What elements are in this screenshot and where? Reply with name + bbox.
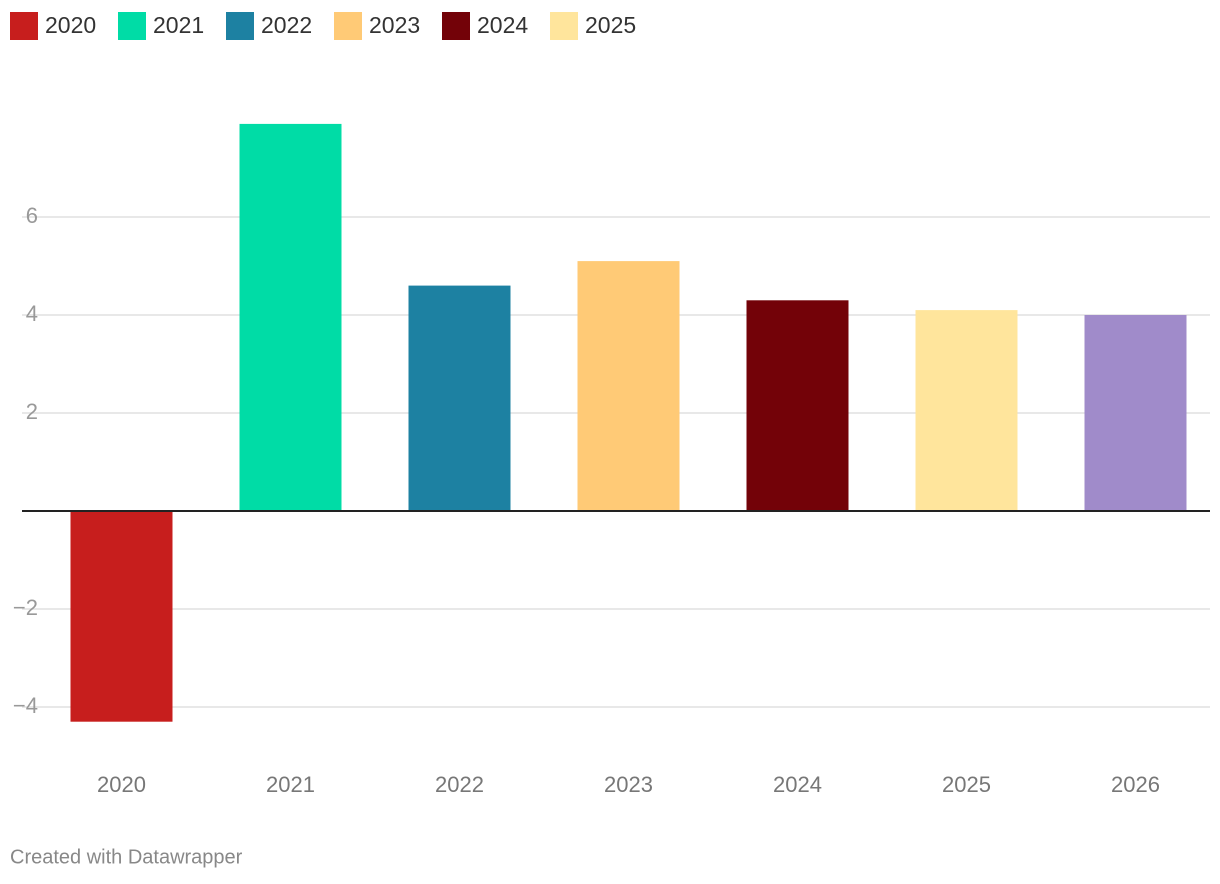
bar (1084, 315, 1187, 511)
x-tick-label: 2021 (266, 772, 315, 797)
y-tick-label: −4 (13, 693, 38, 718)
legend-swatch (226, 12, 254, 40)
y-tick-label: 6 (26, 203, 38, 228)
legend-label: 2023 (369, 12, 420, 38)
y-tick-label: −2 (13, 595, 38, 620)
bar (408, 285, 511, 511)
footer: Created with Datawrapper (10, 846, 243, 868)
x-tick-label: 2026 (1111, 772, 1160, 797)
legend-label: 2022 (261, 12, 312, 38)
x-tick-label: 2023 (604, 772, 653, 797)
x-tick-label: 2024 (773, 772, 822, 797)
legend-label: 2021 (153, 12, 204, 38)
legend-swatch (442, 12, 470, 40)
x-tick-label: 2020 (97, 772, 146, 797)
legend-swatch (118, 12, 146, 40)
y-tick-label: 2 (26, 399, 38, 424)
bar (577, 261, 680, 511)
legend-swatch (550, 12, 578, 40)
x-tick-label: 2025 (942, 772, 991, 797)
bar (239, 123, 342, 512)
bar (746, 300, 849, 511)
bar (70, 511, 173, 722)
x-tick-label: 2022 (435, 772, 484, 797)
y-tick-label: 4 (26, 301, 38, 326)
legend-label: 2025 (585, 12, 636, 38)
legend-label: 2024 (477, 12, 528, 38)
legend-label: 2020 (45, 12, 96, 38)
legend-swatch (334, 12, 362, 40)
legend-swatch (10, 12, 38, 40)
bar (915, 310, 1018, 511)
